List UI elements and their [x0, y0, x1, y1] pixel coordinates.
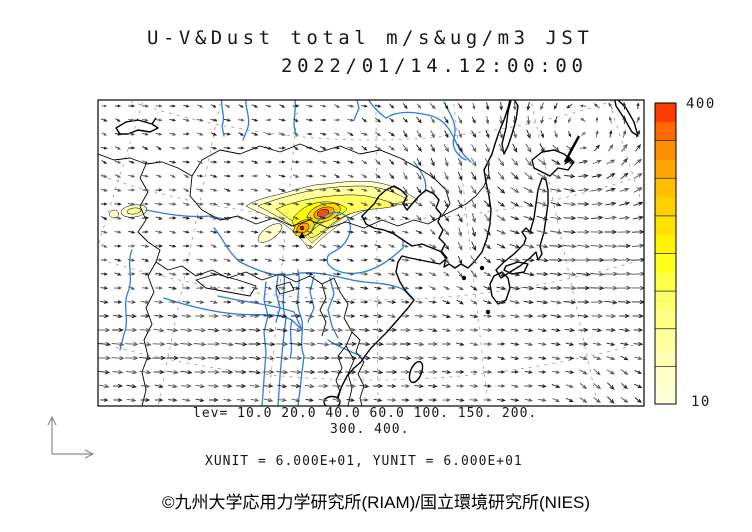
axis-arrows-icon: [47, 415, 95, 459]
colorbar: [654, 102, 677, 405]
colorbar-min-label: 10: [691, 394, 711, 410]
copyright-credit: ©九州大学応用力学研究所(RIAM)/国立環境研究所(NIES): [161, 493, 591, 512]
colorbar-max-label: 400: [686, 96, 716, 112]
contour-levels-line2: 300. 400.: [330, 422, 410, 437]
chart-title: U-V&Dust total m/s&ug/m3 JST: [147, 27, 594, 49]
low-center-arrow: [563, 135, 581, 165]
chart-timestamp: 2022/01/14.12:00:00: [281, 55, 588, 77]
contour-levels-line1: lev= 10.0 20.0 40.0 60.0 100. 150. 200.: [193, 406, 538, 421]
unit-scaling-label: XUNIT = 6.000E+01, YUNIT = 6.000E+01: [205, 454, 523, 469]
map-plot: [97, 99, 645, 407]
